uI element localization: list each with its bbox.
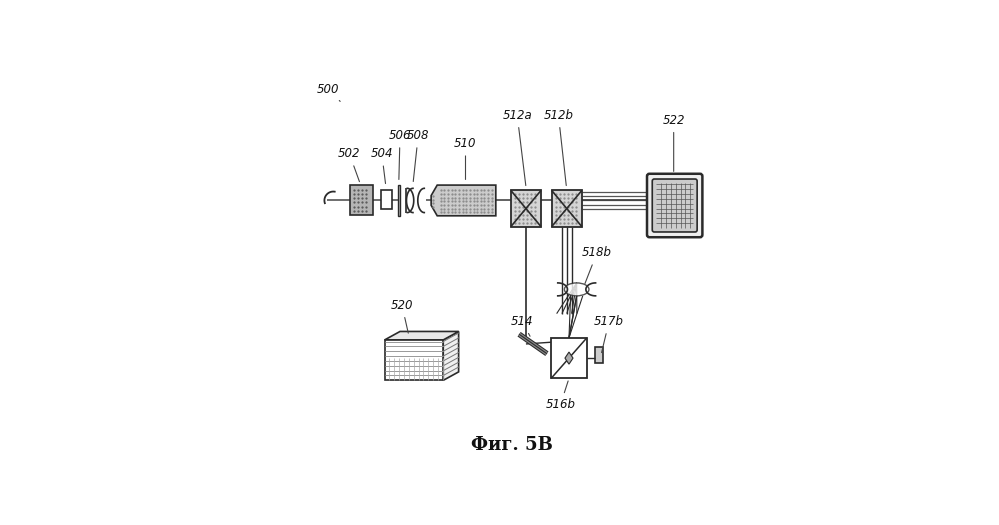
Bar [594, 347, 603, 363]
Text: 510: 510 [455, 138, 477, 180]
Text: 512b: 512b [543, 109, 573, 185]
Text: 518b: 518b [581, 247, 611, 284]
Text: 516b: 516b [545, 381, 575, 411]
Bar [351, 185, 373, 215]
Bar [551, 191, 582, 227]
Text: 522: 522 [662, 114, 685, 171]
Text: 520: 520 [391, 299, 414, 333]
Text: 514: 514 [510, 315, 533, 336]
Bar [510, 191, 541, 227]
Text: 500: 500 [317, 83, 341, 101]
FancyBboxPatch shape [647, 174, 702, 237]
Polygon shape [385, 331, 459, 340]
Bar [551, 338, 586, 379]
Text: 517b: 517b [594, 315, 624, 353]
Polygon shape [432, 185, 496, 216]
Bar [385, 340, 444, 380]
Polygon shape [444, 331, 459, 380]
Text: 512a: 512a [502, 109, 532, 185]
FancyBboxPatch shape [652, 179, 697, 232]
Bar [398, 185, 400, 216]
Text: 504: 504 [371, 148, 393, 184]
Text: 506: 506 [389, 129, 412, 180]
Text: Фиг. 5B: Фиг. 5B [472, 436, 552, 454]
Text: 502: 502 [339, 148, 361, 182]
Bar [381, 190, 392, 209]
Ellipse shape [564, 283, 589, 296]
Polygon shape [565, 352, 573, 364]
Text: 508: 508 [407, 129, 430, 182]
